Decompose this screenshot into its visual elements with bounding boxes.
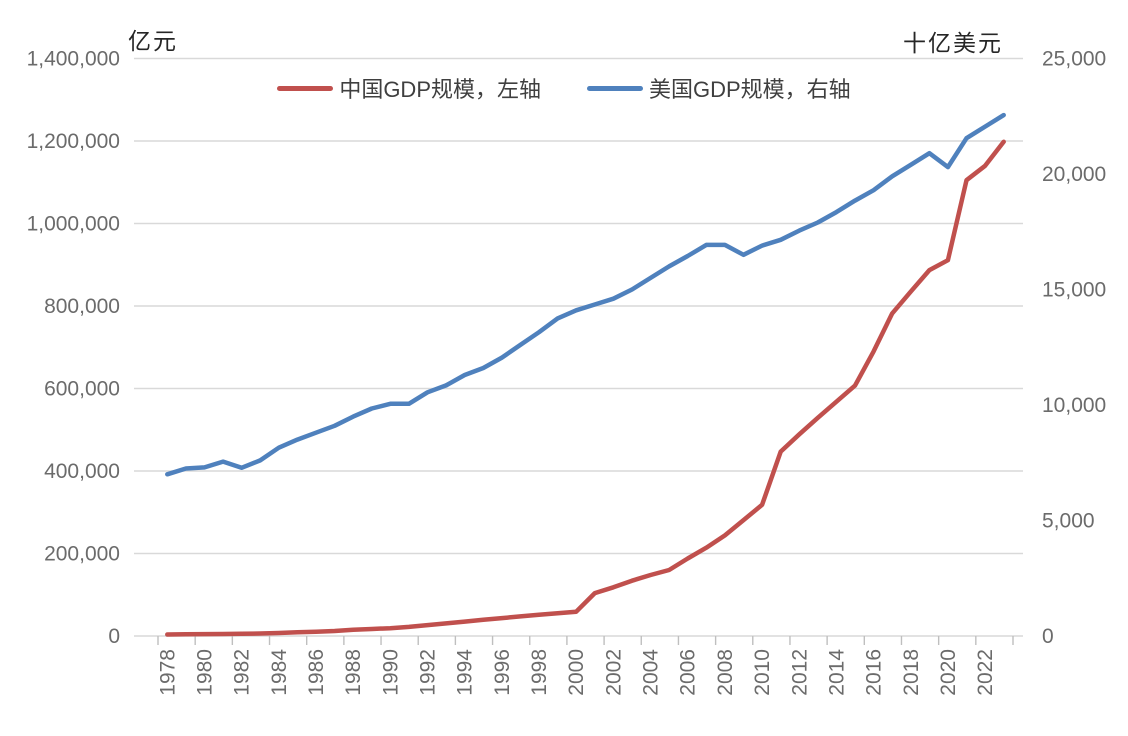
x-axis-tick-label: 2002 [602, 649, 625, 696]
x-axis-tick-label: 2000 [565, 649, 588, 696]
right-axis-tick-label: 0 [1042, 625, 1054, 648]
x-axis-tick-label: 2010 [751, 649, 774, 696]
x-axis-tick-label: 1994 [454, 649, 477, 696]
x-axis-tick-label: 1996 [491, 649, 514, 696]
left-axis-tick-label: 1,400,000 [27, 48, 120, 71]
x-axis-tick-label: 2014 [825, 649, 848, 696]
us-gdp-line [165, 112, 1006, 477]
x-axis-tick-label: 1986 [305, 649, 328, 696]
legend-label-china: 中国GDP规模，左轴 [339, 77, 541, 102]
right-axis-tick-label: 10,000 [1042, 394, 1106, 417]
left-axis-tick-label: 600,000 [44, 378, 120, 401]
right-axis-tick-label: 25,000 [1042, 48, 1106, 71]
x-axis-tick-label: 1984 [268, 649, 291, 696]
x-axis-tick-label: 2004 [640, 649, 663, 696]
x-axis-tick-label: 1992 [417, 649, 440, 696]
x-axis-tick-label: 1980 [193, 649, 216, 696]
x-axis-tick-label: 1978 [156, 649, 179, 696]
left-axis-tick-label: 800,000 [44, 295, 120, 318]
china-gdp-line [165, 139, 1006, 637]
right-axis-tick-label: 15,000 [1042, 279, 1106, 302]
x-axis-tick-label: 2012 [788, 649, 811, 696]
left-axis-tick-label: 200,000 [44, 543, 120, 566]
left-axis-unit-label: 亿元 [128, 28, 178, 54]
left-axis-tick-label: 400,000 [44, 460, 120, 483]
legend-item-us: 美国GDP规模，右轴 [587, 72, 851, 104]
us-line-swatch-icon [587, 85, 643, 91]
china-line-swatch-icon [277, 85, 334, 91]
x-axis-tick-label: 1988 [342, 649, 365, 696]
right-axis-unit-label: 十亿美元 [903, 30, 1003, 56]
left-axis-tick-label: 1,000,000 [27, 213, 120, 236]
legend-item-china: 中国GDP规模，左轴 [277, 72, 541, 104]
chart-legend: 中国GDP规模，左轴 美国GDP规模，右轴 [0, 72, 1128, 104]
left-axis-tick-label: 0 [108, 625, 120, 648]
x-axis-tick-label: 1990 [379, 649, 402, 696]
x-axis-tick-label: 2006 [677, 649, 700, 696]
left-axis-tick-label: 1,200,000 [27, 130, 120, 153]
x-axis-tick-label: 2022 [974, 649, 997, 696]
right-axis-tick-label: 5,000 [1042, 510, 1095, 533]
legend-label-us: 美国GDP规模，右轴 [649, 77, 851, 102]
x-axis-tick-label: 2020 [937, 649, 960, 696]
x-axis-tick-label: 2016 [863, 649, 886, 696]
x-axis-tick-label: 2008 [714, 649, 737, 696]
x-axis-tick-label: 2018 [900, 649, 923, 696]
x-axis-tick-label: 1998 [528, 649, 551, 696]
x-axis-tick-label: 1982 [231, 649, 254, 696]
right-axis-tick-label: 20,000 [1042, 163, 1106, 186]
